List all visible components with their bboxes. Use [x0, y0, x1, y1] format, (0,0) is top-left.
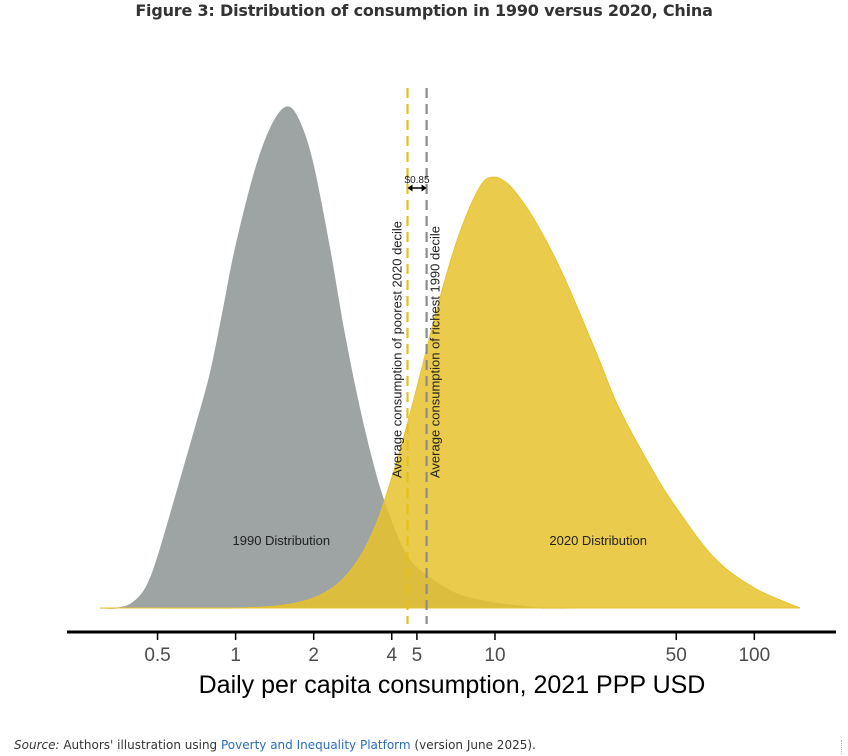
- x-tick-label: 100: [738, 645, 770, 666]
- x-axis-title: Daily per capita consumption, 2021 PPP U…: [199, 671, 706, 699]
- area-2020-distribution: [99, 176, 801, 609]
- gap-label: $0.85: [405, 175, 430, 186]
- x-tick-label: 50: [666, 645, 687, 666]
- x-tick-label: 4: [386, 645, 397, 666]
- x-tick-label: 10: [484, 645, 505, 666]
- gap-arrowhead-left: [407, 184, 413, 192]
- source-note: Source: Authors' illustration using Pove…: [14, 738, 536, 752]
- source-suffix: (version June 2025).: [410, 738, 536, 752]
- source-link[interactable]: Poverty and Inequality Platform: [221, 738, 411, 752]
- x-tick-label: 0.5: [144, 645, 170, 666]
- poorest-2020-decile-label: Average consumption of poorest 2020 deci…: [390, 221, 405, 478]
- density-chart: 1990 Distribution 2020 Distribution Averag…: [67, 88, 836, 699]
- resize-handle[interactable]: [841, 740, 844, 754]
- source-prefix: Authors' illustration using: [59, 738, 221, 752]
- x-tick-label: 5: [412, 645, 423, 666]
- chart-title: Figure 3: Distribution of consumption in…: [135, 1, 713, 20]
- richest-1990-decile-label: Average consumption of richest 1990 deci…: [428, 226, 443, 478]
- gap-arrowhead-right: [421, 184, 427, 192]
- x-tick-label: 1: [230, 645, 241, 666]
- series-label: 1990 Distribution: [233, 533, 331, 548]
- source-label: Source:: [14, 738, 60, 752]
- x-tick-label: 2: [308, 645, 319, 666]
- series-label: 2020 Distribution: [549, 533, 647, 548]
